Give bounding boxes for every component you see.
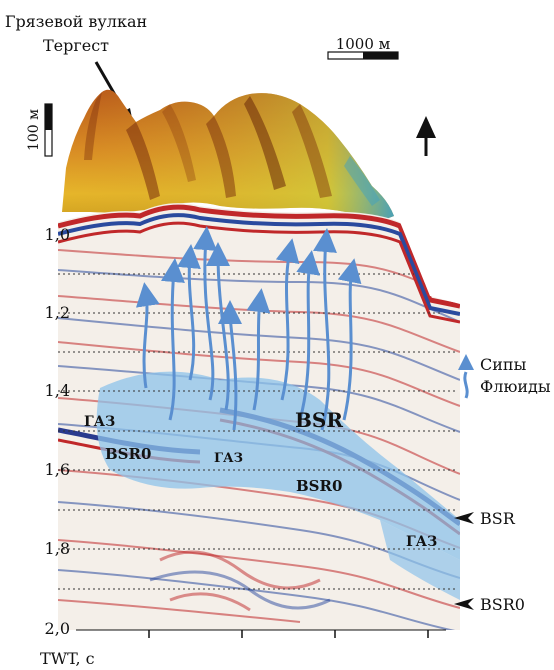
y-axis bbox=[76, 629, 446, 638]
legend-seeps: Сипы bbox=[480, 355, 527, 374]
y-tick-1-8: 1,8 bbox=[45, 539, 70, 558]
seismic-section bbox=[58, 203, 460, 630]
bsr-marker-label: BSR bbox=[480, 509, 516, 528]
gas-label-center: ГАЗ bbox=[214, 451, 243, 466]
y-tick-1-4: 1,4 bbox=[45, 381, 70, 400]
gas-label-left: ГАЗ bbox=[84, 414, 115, 430]
y-tick-1-6: 1,6 bbox=[45, 460, 70, 479]
north-arrow-icon bbox=[416, 116, 436, 156]
title-line1: Грязевой вулкан bbox=[5, 12, 147, 31]
horizontal-scale-bar bbox=[327, 51, 399, 60]
vertical-scale-label: 100 м bbox=[26, 109, 42, 151]
bsr-label-center: BSR bbox=[295, 408, 343, 432]
y-axis-label: TWT, с bbox=[40, 649, 95, 668]
fluid-migration-arrows bbox=[135, 226, 362, 431]
bsr0-marker-label: BSR0 bbox=[480, 595, 525, 614]
seeps-legend-icon bbox=[458, 354, 474, 399]
y-tick-1-0: 1,0 bbox=[45, 225, 70, 244]
vertical-scale-bar bbox=[44, 103, 53, 157]
bsr-marker-icon bbox=[454, 512, 474, 524]
terrain-relief bbox=[62, 89, 394, 220]
title-line2: Тергест bbox=[43, 36, 109, 55]
bsr0-label-left: BSR0 bbox=[105, 445, 151, 463]
y-tick-2-0: 2,0 bbox=[45, 619, 70, 638]
bsr0-marker-icon bbox=[454, 598, 474, 610]
y-tick-1-2: 1,2 bbox=[45, 303, 70, 322]
bsr0-label-center: BSR0 bbox=[296, 477, 342, 495]
horizontal-scale-label: 1000 м bbox=[336, 35, 391, 53]
gas-label-right: ГАЗ bbox=[406, 534, 437, 550]
legend-fluids: Флюиды bbox=[480, 377, 551, 396]
